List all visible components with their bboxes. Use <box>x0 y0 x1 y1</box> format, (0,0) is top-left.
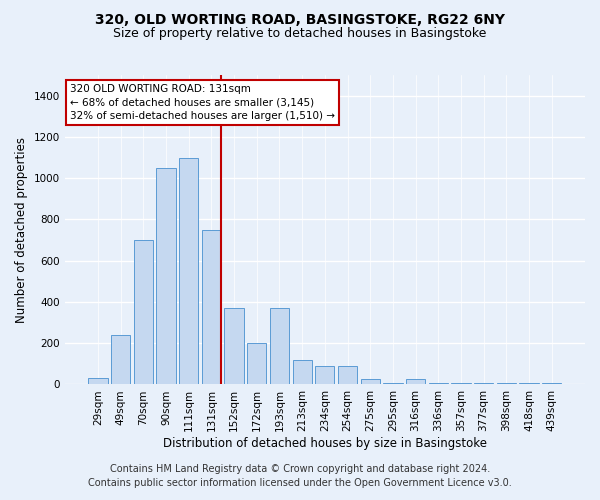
Bar <box>157 168 176 384</box>
Y-axis label: Number of detached properties: Number of detached properties <box>15 136 28 322</box>
Text: 320 OLD WORTING ROAD: 131sqm
← 68% of detached houses are smaller (3,145)
32% of: 320 OLD WORTING ROAD: 131sqm ← 68% of de… <box>70 84 335 120</box>
Bar <box>134 240 153 384</box>
Text: Contains HM Land Registry data © Crown copyright and database right 2024.
Contai: Contains HM Land Registry data © Crown c… <box>88 464 512 487</box>
Bar <box>315 366 334 384</box>
Bar <box>338 366 357 384</box>
X-axis label: Distribution of detached houses by size in Basingstoke: Distribution of detached houses by size … <box>163 437 487 450</box>
Bar <box>361 380 380 384</box>
Text: Size of property relative to detached houses in Basingstoke: Size of property relative to detached ho… <box>113 28 487 40</box>
Bar <box>88 378 107 384</box>
Bar <box>293 360 312 384</box>
Bar <box>247 343 266 384</box>
Bar <box>202 230 221 384</box>
Bar <box>224 308 244 384</box>
Bar <box>111 335 130 384</box>
Bar <box>270 308 289 384</box>
Bar <box>179 158 199 384</box>
Bar <box>406 380 425 384</box>
Text: 320, OLD WORTING ROAD, BASINGSTOKE, RG22 6NY: 320, OLD WORTING ROAD, BASINGSTOKE, RG22… <box>95 12 505 26</box>
